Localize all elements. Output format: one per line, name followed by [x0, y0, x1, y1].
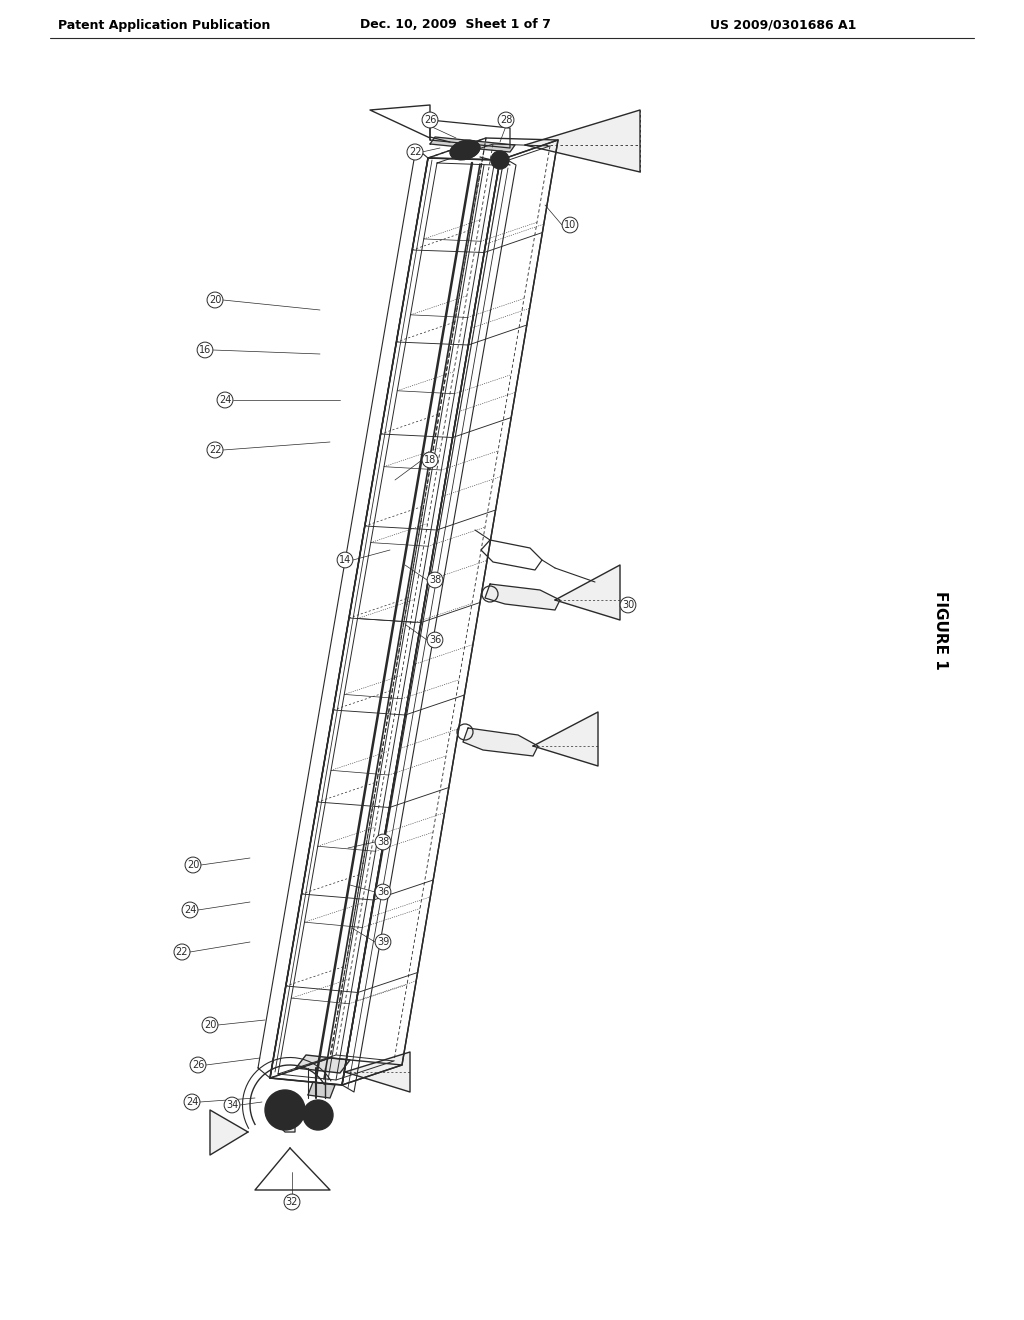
Text: 22: 22 — [209, 445, 221, 455]
Text: 14: 14 — [339, 554, 351, 565]
Ellipse shape — [451, 140, 479, 160]
Text: Dec. 10, 2009  Sheet 1 of 7: Dec. 10, 2009 Sheet 1 of 7 — [360, 18, 551, 32]
Circle shape — [265, 1090, 305, 1130]
Polygon shape — [430, 137, 515, 152]
Text: 20: 20 — [186, 861, 200, 870]
Text: 39: 39 — [377, 937, 389, 946]
Polygon shape — [308, 1082, 335, 1098]
Text: 10: 10 — [564, 220, 577, 230]
Polygon shape — [345, 1052, 410, 1092]
Text: Patent Application Publication: Patent Application Publication — [58, 18, 270, 32]
Text: FIGURE 1: FIGURE 1 — [933, 590, 947, 669]
Circle shape — [490, 150, 509, 169]
Text: 28: 28 — [500, 115, 512, 125]
Text: 36: 36 — [429, 635, 441, 645]
Text: 34: 34 — [226, 1100, 239, 1110]
Text: 24: 24 — [184, 906, 197, 915]
Text: 24: 24 — [185, 1097, 199, 1107]
Text: 16: 16 — [199, 345, 211, 355]
Text: 26: 26 — [424, 115, 436, 125]
Polygon shape — [485, 583, 560, 610]
Text: 38: 38 — [377, 837, 389, 847]
Polygon shape — [463, 729, 538, 756]
Text: 24: 24 — [219, 395, 231, 405]
Text: 22: 22 — [176, 946, 188, 957]
Text: 32: 32 — [286, 1197, 298, 1206]
Text: 18: 18 — [424, 455, 436, 465]
Text: 20: 20 — [209, 294, 221, 305]
Polygon shape — [270, 1106, 295, 1133]
Circle shape — [303, 1100, 333, 1130]
Polygon shape — [525, 110, 640, 172]
Polygon shape — [534, 711, 598, 766]
Text: 38: 38 — [429, 576, 441, 585]
Text: US 2009/0301686 A1: US 2009/0301686 A1 — [710, 18, 856, 32]
Polygon shape — [296, 1055, 350, 1073]
Text: 30: 30 — [622, 601, 634, 610]
Text: 36: 36 — [377, 887, 389, 898]
Polygon shape — [555, 565, 620, 620]
Text: 26: 26 — [191, 1060, 204, 1071]
Text: 20: 20 — [204, 1020, 216, 1030]
Polygon shape — [210, 1110, 248, 1155]
Text: 22: 22 — [409, 147, 421, 157]
